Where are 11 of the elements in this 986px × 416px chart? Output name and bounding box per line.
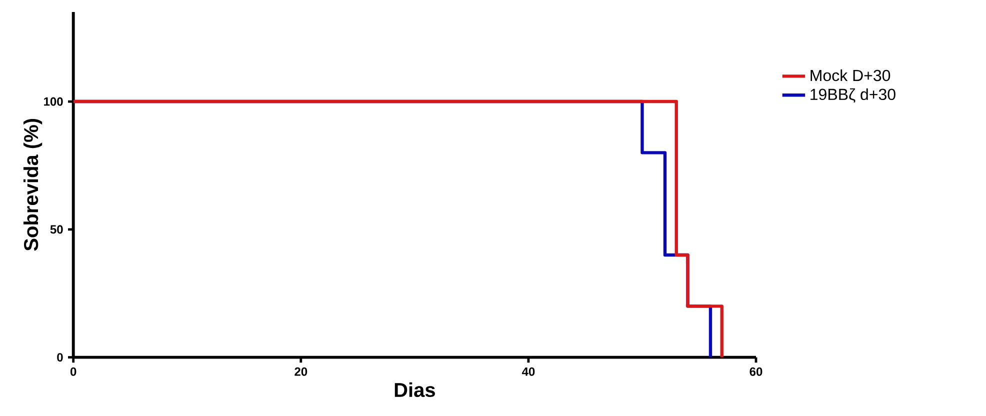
x-tick-label: 0: [70, 367, 76, 376]
x-tick-label: 20: [294, 367, 308, 376]
legend-label: 19BBζ d+30: [810, 88, 896, 103]
y-tick-label: 0: [57, 353, 63, 362]
y-axis-title: Sobrevida (%): [23, 118, 42, 251]
x-tick-label: 60: [750, 367, 762, 376]
x-axis-title: Dias: [394, 382, 435, 398]
x-tick-label: 40: [522, 367, 535, 376]
legend-label: Mock D+30: [810, 69, 890, 82]
y-tick-label: 50: [50, 225, 63, 234]
y-tick-label: 100: [44, 97, 63, 106]
